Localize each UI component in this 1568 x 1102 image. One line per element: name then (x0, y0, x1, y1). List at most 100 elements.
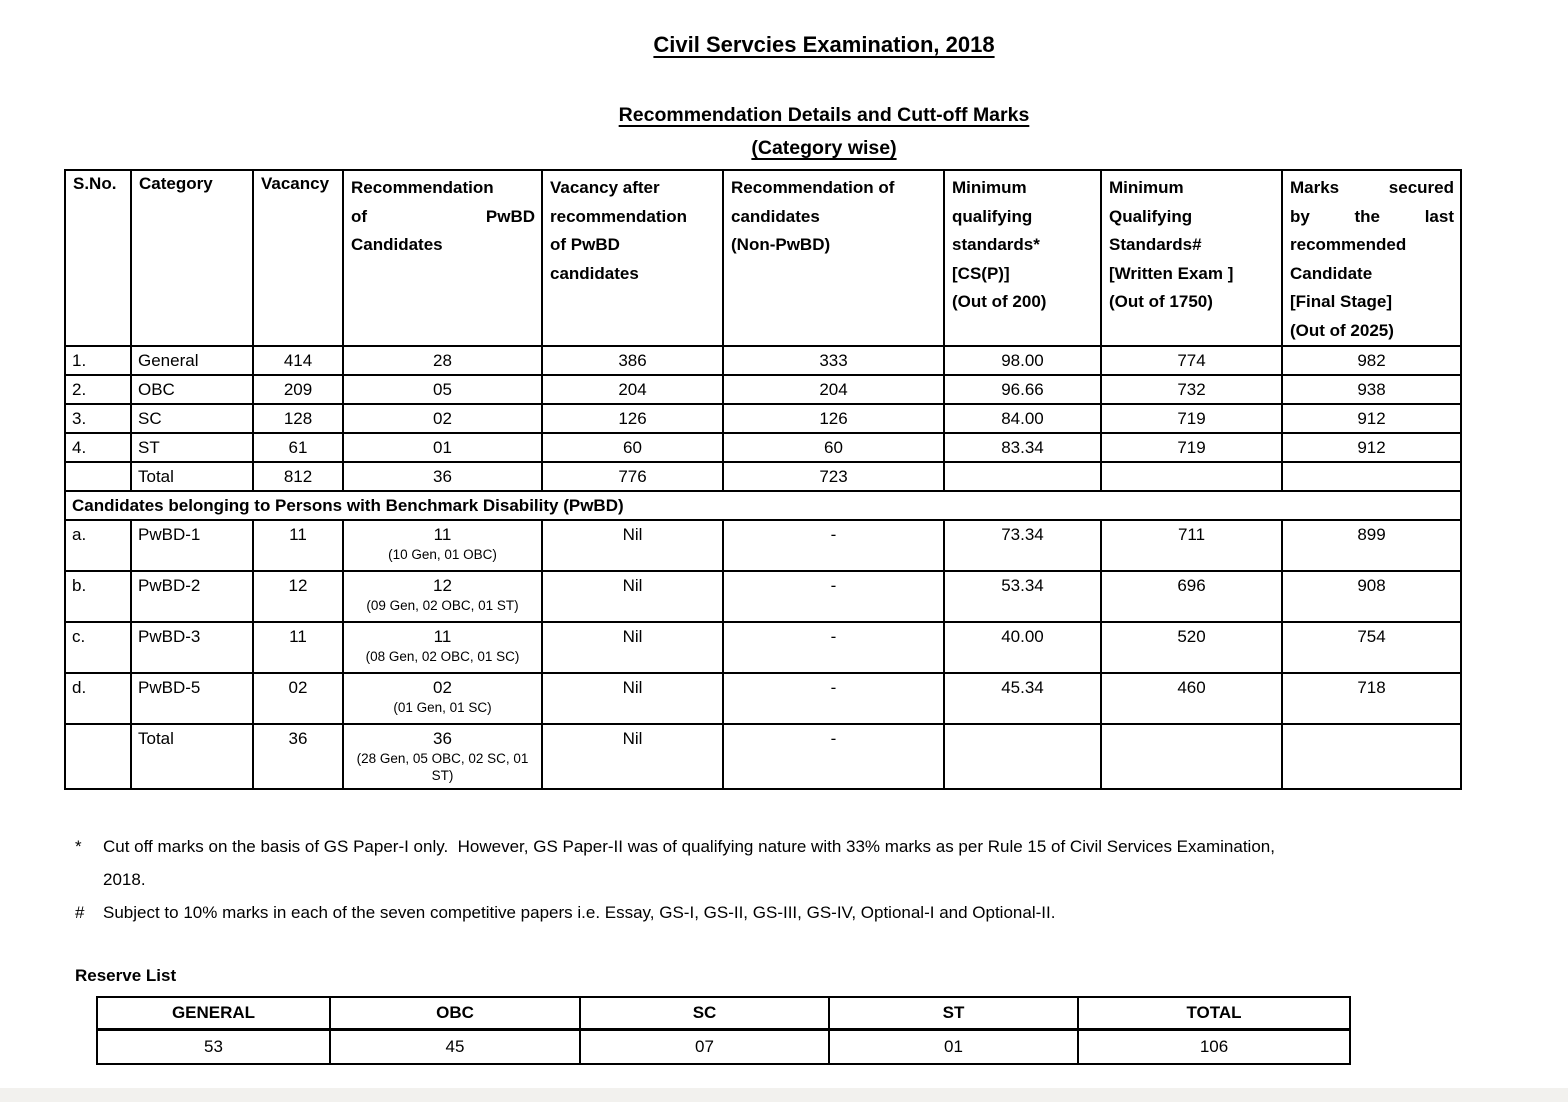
col-header-marks-last: Marks secured by the last recommended Ca… (1281, 169, 1462, 347)
header-line: recommended (1290, 235, 1407, 254)
cell-min-csp: 98.00 (943, 345, 1102, 376)
header-line: Candidates (351, 235, 443, 254)
footnote-line: Cut off marks on the basis of GS Paper-I… (103, 837, 1275, 856)
header-line: Minimum (1109, 178, 1184, 197)
cell-category: PwBD-5 (130, 672, 254, 725)
reserve-header-total: TOTAL (1077, 996, 1351, 1031)
cell-min-csp (943, 723, 1102, 790)
cutoff-table: S.No. Category Vacancy Recommendation of… (64, 169, 1462, 790)
footnote-marker: # (75, 903, 85, 922)
page-subtitle: Recommendation Details and Cutt-off Mark… (618, 104, 1030, 126)
header-line: recommendation (550, 206, 687, 226)
footnotes: * Cut off marks on the basis of GS Paper… (75, 830, 1545, 929)
cell-min-csp: 83.34 (943, 432, 1102, 463)
header-line: (Out of 200) (952, 292, 1047, 311)
cell-vacancy: 209 (252, 374, 344, 405)
cell-rec-non-pwbd: - (722, 723, 945, 790)
cell-sno (64, 461, 132, 492)
header-line: (Non-PwBD) (731, 235, 831, 254)
cell-min-written: 719 (1100, 432, 1283, 463)
footnote: * Cut off marks on the basis of GS Paper… (75, 830, 1545, 896)
cell-category: PwBD-1 (130, 519, 254, 572)
table-row: b. PwBD-2 12 12 (09 Gen, 02 OBC, 01 ST) … (64, 570, 1462, 623)
total-row: Total 812 36 776 723 (64, 461, 1462, 492)
cell-category: PwBD-2 (130, 570, 254, 623)
header-line: Recommendation of (731, 178, 895, 197)
cell-rec-pwbd: 02 (342, 403, 543, 434)
document-titles: Civil Servcies Examination, 2018 Recomme… (80, 30, 1568, 161)
header-line: (Out of 2025) (1290, 320, 1394, 340)
section-header-row: Candidates belonging to Persons with Ben… (64, 490, 1462, 521)
footnote-line: Subject to 10% marks in each of the seve… (103, 903, 1056, 922)
cell-note: (08 Gen, 02 OBC, 01 SC) (365, 649, 520, 664)
cell-value: 11 (433, 627, 452, 646)
header-line: [Final Stage] (1290, 292, 1393, 311)
cell-marks-last: 754 (1281, 621, 1462, 674)
cell-marks-last: 718 (1281, 672, 1462, 725)
cell-sno (64, 723, 132, 790)
reserve-value-obc: 45 (329, 1028, 581, 1065)
header-line: of PwBD (550, 235, 620, 254)
page-subtitle-note: (Category wise) (751, 137, 897, 159)
cell-value: 12 (433, 576, 452, 595)
reserve-header-row: GENERAL OBC SC ST TOTAL (96, 996, 1351, 1031)
col-header-min-csp: Minimum qualifying standards* [CS(P)] (O… (943, 169, 1102, 347)
cell-vacancy: 812 (252, 461, 344, 492)
table-row: a. PwBD-1 11 11 (10 Gen, 01 OBC) Nil - 7… (64, 519, 1462, 572)
header-line: Minimum (952, 178, 1027, 197)
cell-marks-last: 982 (1281, 345, 1462, 376)
table-row: 4. ST 61 01 60 60 83.34 719 912 (64, 432, 1462, 463)
cell-min-csp: 73.34 (943, 519, 1102, 572)
cell-min-written: 696 (1100, 570, 1283, 623)
cell-category: ST (130, 432, 254, 463)
cell-rec-non-pwbd: - (722, 621, 945, 674)
cell-vacancy-after: Nil (541, 672, 724, 725)
header-line: qualifying (952, 206, 1033, 226)
header-line: [CS(P)] (952, 263, 1010, 283)
cell-rec-non-pwbd: 60 (722, 432, 945, 463)
table-row: 1. General 414 28 386 333 98.00 774 982 (64, 345, 1462, 376)
cell-vacancy: 414 (252, 345, 344, 376)
cell-min-written: 732 (1100, 374, 1283, 405)
cell-sno: a. (64, 519, 132, 572)
cell-note: (09 Gen, 02 OBC, 01 ST) (366, 598, 519, 613)
cell-sno: b. (64, 570, 132, 623)
cell-category: PwBD-3 (130, 621, 254, 674)
cell-vacancy-after: 126 (541, 403, 724, 434)
cell-rec-non-pwbd: - (722, 570, 945, 623)
cell-category: OBC (130, 374, 254, 405)
cell-category: General (130, 345, 254, 376)
cell-vacancy: 02 (252, 672, 344, 725)
reserve-value-total: 106 (1077, 1028, 1351, 1065)
cell-vacancy-after: 386 (541, 345, 724, 376)
table-row: c. PwBD-3 11 11 (08 Gen, 02 OBC, 01 SC) … (64, 621, 1462, 674)
cell-vacancy-after: 60 (541, 432, 724, 463)
cell-vacancy-after: Nil (541, 570, 724, 623)
reserve-value-row: 53 45 07 01 106 (96, 1028, 1351, 1065)
header-row: S.No. Category Vacancy Recommendation of… (64, 169, 1462, 347)
reserve-list-table: GENERAL OBC SC ST TOTAL 53 45 07 01 106 (96, 996, 1351, 1065)
cell-marks-last: 908 (1281, 570, 1462, 623)
col-header-vacancy-after: Vacancy after recommendation of PwBD can… (541, 169, 724, 347)
col-header-rec-non-pwbd: Recommendation of candidates (Non-PwBD) (722, 169, 945, 347)
page-edge (0, 1088, 1568, 1102)
cell-note: (01 Gen, 01 SC) (393, 700, 492, 715)
table-row: d. PwBD-5 02 02 (01 Gen, 01 SC) Nil - 45… (64, 672, 1462, 725)
footnote-text: Subject to 10% marks in each of the seve… (103, 896, 1545, 929)
header-line: (Out of 1750) (1109, 292, 1213, 311)
cell-min-csp: 45.34 (943, 672, 1102, 725)
cell-min-csp: 40.00 (943, 621, 1102, 674)
footnote: # Subject to 10% marks in each of the se… (75, 896, 1545, 929)
cell-sno: 4. (64, 432, 132, 463)
cell-rec-pwbd: 28 (342, 345, 543, 376)
header-line: by the last (1290, 206, 1454, 226)
cell-vacancy-after: Nil (541, 519, 724, 572)
cell-rec-pwbd: 36 (28 Gen, 05 OBC, 02 SC, 01 ST) (342, 723, 543, 790)
cell-category: SC (130, 403, 254, 434)
cell-min-written: 520 (1100, 621, 1283, 674)
table-row: 3. SC 128 02 126 126 84.00 719 912 (64, 403, 1462, 434)
header-line: Marks secured (1290, 178, 1454, 197)
cell-vacancy-after: Nil (541, 723, 724, 790)
cell-category: Total (130, 461, 254, 492)
reserve-header-general: GENERAL (96, 996, 331, 1031)
